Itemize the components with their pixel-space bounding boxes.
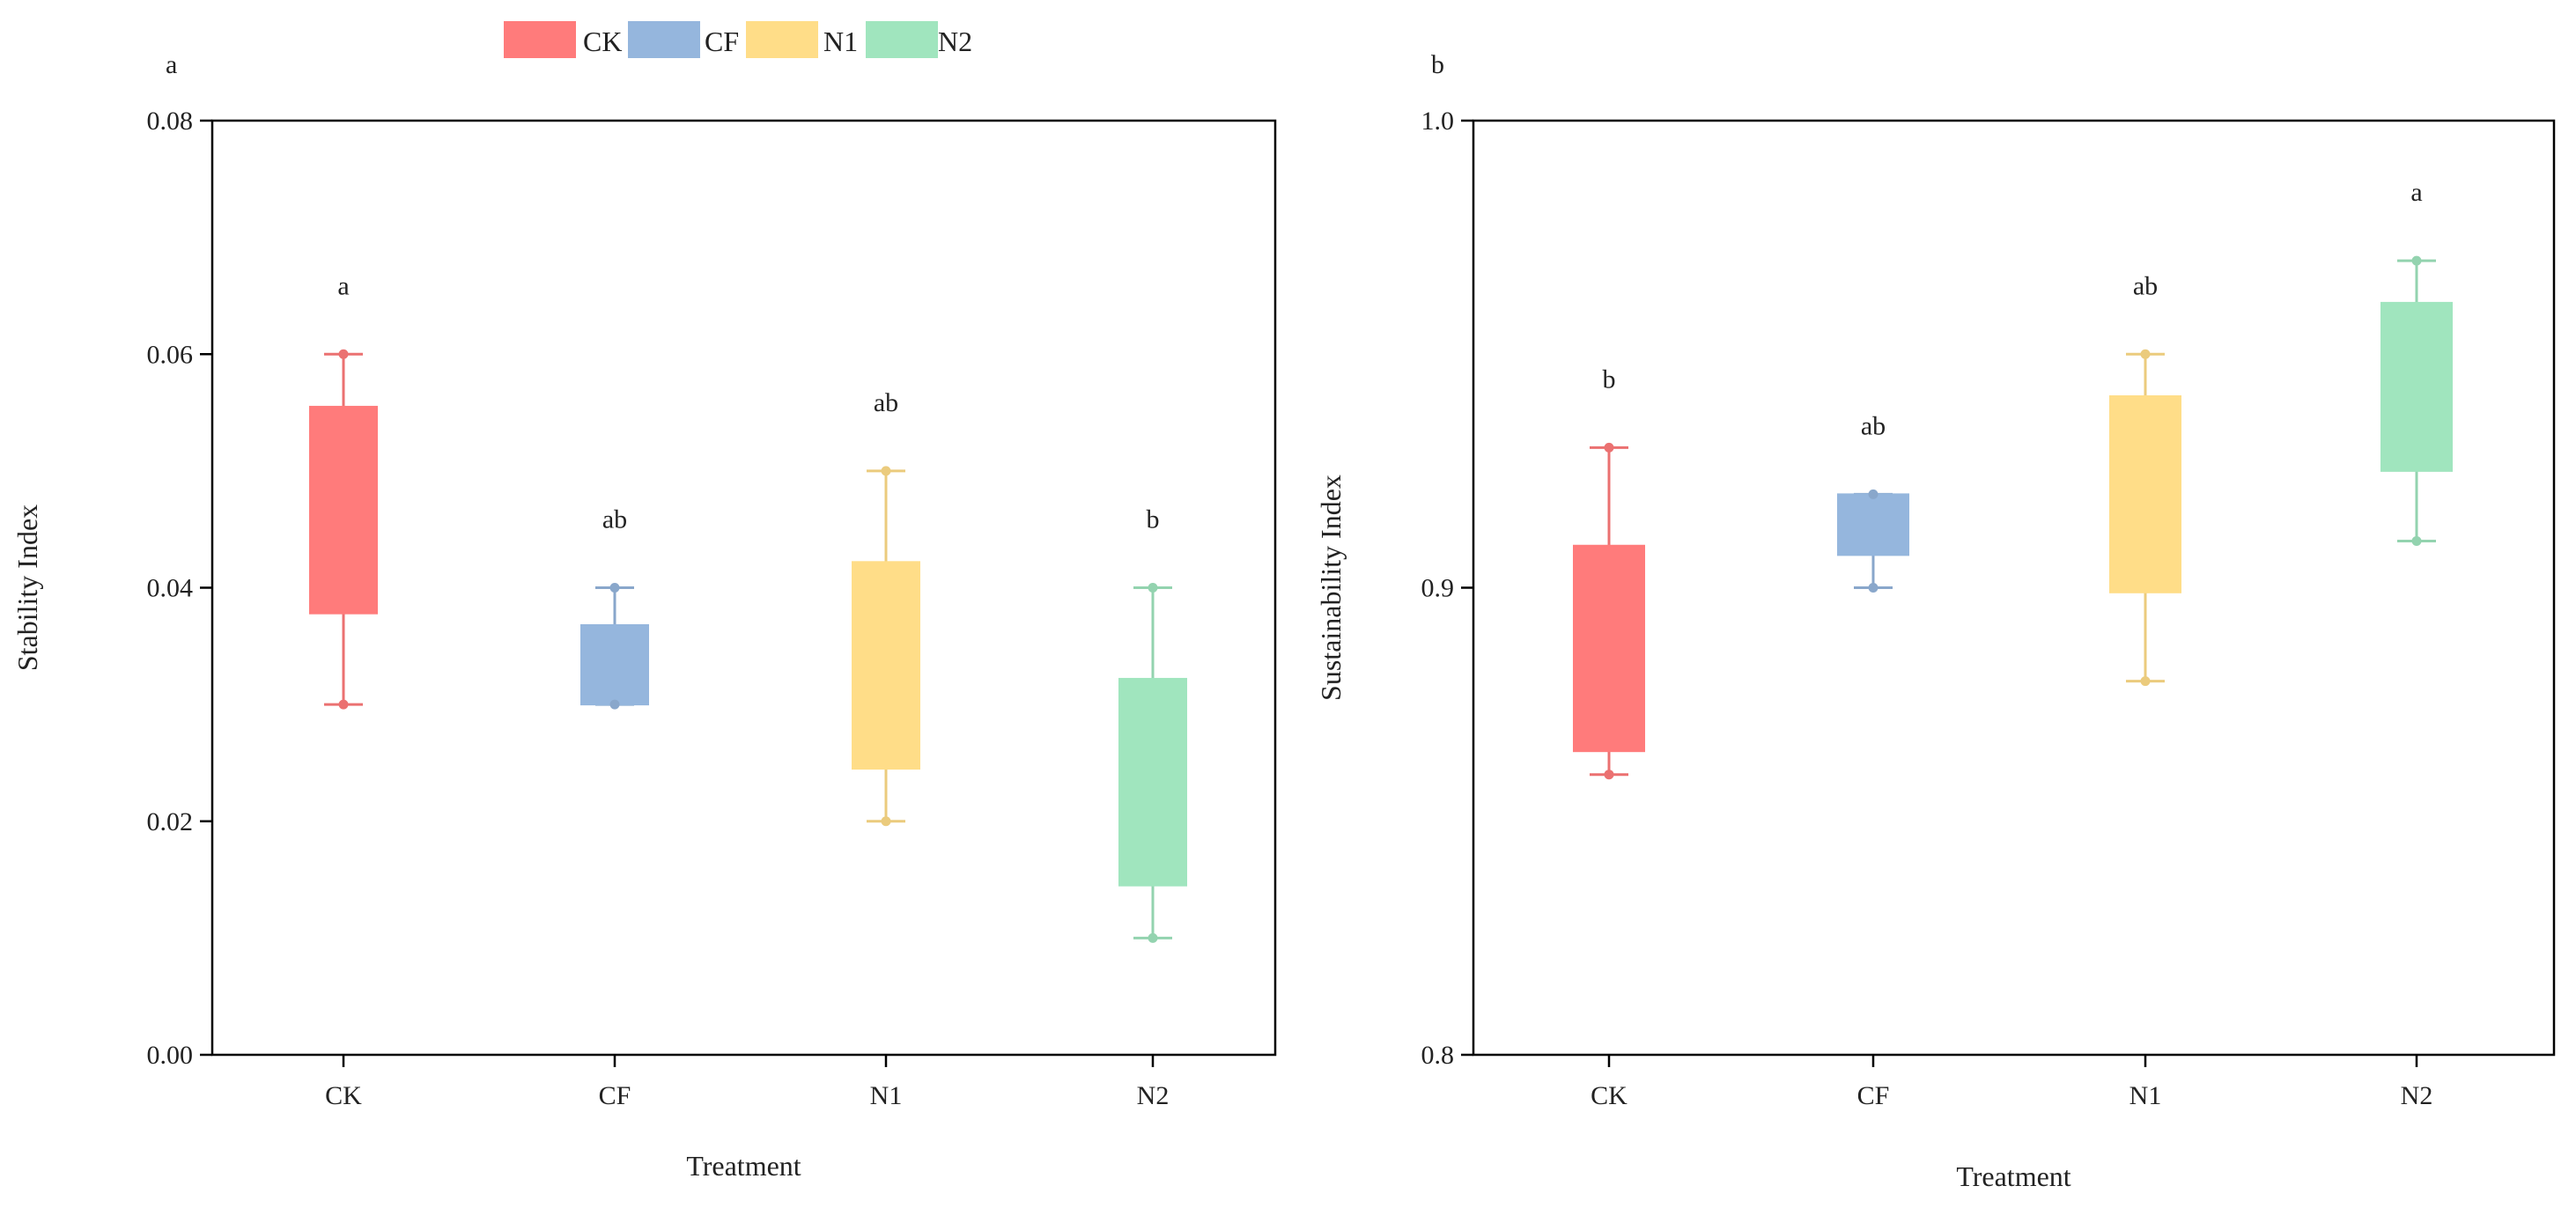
significance-letter-n1: ab (874, 388, 898, 417)
point-max (881, 466, 891, 476)
panel-label: a (166, 50, 177, 79)
x-axis-title: Treatment (686, 1150, 801, 1182)
box-n2: a (2380, 178, 2453, 546)
point-max (1604, 442, 1614, 453)
x-tick-label-n1: N1 (870, 1081, 903, 1110)
y-tick-label: 0.00 (147, 1041, 194, 1070)
x-tick-label-ck: CK (325, 1081, 362, 1110)
significance-letter-n2: b (1147, 505, 1160, 534)
legend-swatch-cf (628, 21, 700, 58)
box-body-n1 (852, 561, 920, 770)
x-tick-label-cf: CF (1857, 1081, 1890, 1110)
box-body-ck (309, 405, 378, 615)
point-max (1868, 489, 1878, 499)
box-body-cf (580, 623, 649, 706)
significance-letter-n2: a (2410, 178, 2422, 207)
legend-label-n1: N1 (823, 26, 858, 57)
point-min (2411, 535, 2422, 546)
box-body-n2 (1118, 677, 1187, 887)
panel-a-stability-chart: a 0.00 0.02 0.04 0.06 0.08 CK CF N1 N2 Treatment St… (11, 50, 1277, 1182)
significance-letter-n1: ab (2133, 271, 2158, 300)
legend-swatch-n1 (746, 21, 818, 58)
point-min (609, 699, 620, 710)
point-min (1868, 583, 1878, 593)
y-tick-label: 0.8 (1421, 1041, 1455, 1070)
significance-letter-ck: b (1603, 365, 1616, 394)
box-ck: b (1573, 365, 1645, 780)
point-max (338, 349, 349, 359)
box-body-ck (1573, 544, 1645, 753)
point-min (1604, 770, 1614, 780)
x-tick-label-cf: CF (599, 1081, 631, 1110)
x-tick-label-ck: CK (1591, 1081, 1628, 1110)
x-tick-label-n2: N2 (1137, 1081, 1170, 1110)
x-axis-title: Treatment (1956, 1160, 2070, 1192)
panel-b-sustainability-chart: b 0.8 0.9 1.0 CK CF N1 N2 Treatment Sustainabilit… (1315, 50, 2556, 1192)
significance-letter-cf: ab (1861, 411, 1886, 440)
point-max (609, 583, 620, 593)
panel-label: b (1431, 50, 1444, 79)
y-axis-title: Sustainability Index (1315, 475, 1347, 701)
box-cf: ab (1837, 411, 1909, 593)
y-axis-title: Stability Index (11, 505, 43, 671)
point-min (2140, 676, 2151, 687)
point-max (1148, 583, 1158, 593)
point-min (338, 699, 349, 710)
box-body-cf (1837, 493, 1909, 556)
legend-swatch-n2 (866, 21, 938, 58)
legend-label-n2: N2 (938, 26, 972, 57)
point-max (2140, 349, 2151, 359)
box-body-n1 (2109, 394, 2181, 593)
box-body-n2 (2380, 301, 2453, 472)
box-cf: ab (580, 505, 649, 710)
box-n1: ab (2109, 271, 2181, 687)
box-ck: a (309, 271, 378, 710)
point-min (881, 816, 891, 827)
significance-letter-ck: a (337, 271, 349, 300)
box-n2: b (1118, 505, 1187, 943)
box-n1: ab (852, 388, 920, 827)
legend-swatch-ck (504, 21, 576, 58)
legend: CK CF N1 N2 (504, 21, 972, 58)
x-tick-label-n1: N1 (2129, 1081, 2162, 1110)
y-tick-label: 0.9 (1421, 574, 1455, 603)
significance-letter-cf: ab (602, 505, 627, 534)
point-min (1148, 932, 1158, 943)
y-tick-label: 1.0 (1421, 107, 1455, 136)
y-tick-label: 0.08 (147, 107, 194, 136)
y-tick-label: 0.04 (147, 574, 194, 603)
point-max (2411, 255, 2422, 266)
y-tick-label: 0.06 (147, 340, 194, 369)
legend-label-cf: CF (705, 26, 739, 57)
legend-label-ck: CK (583, 26, 622, 57)
x-tick-label-n2: N2 (2401, 1081, 2433, 1110)
y-tick-label: 0.02 (147, 807, 194, 836)
